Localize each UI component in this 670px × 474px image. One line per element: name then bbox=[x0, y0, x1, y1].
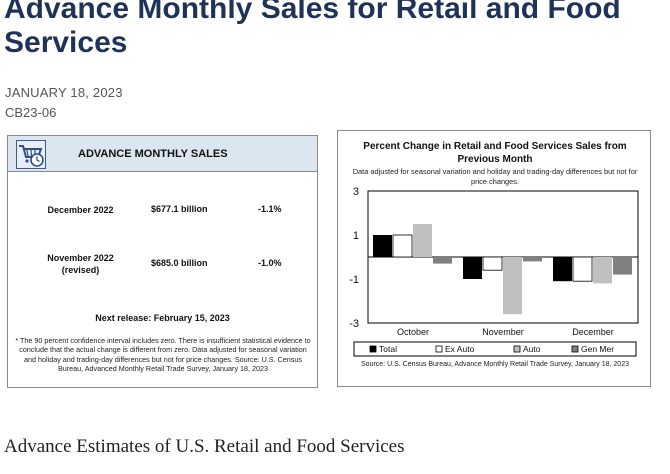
row-change-december: -1.1% bbox=[258, 204, 282, 214]
bar-ex-auto-december bbox=[572, 256, 593, 282]
chart-title: Percent Change in Retail and Food Servic… bbox=[363, 141, 627, 165]
footnote: * The 90 percent confidence interval inc… bbox=[15, 336, 311, 374]
bar-gen-mer-november bbox=[523, 257, 542, 262]
bar-total-november bbox=[463, 257, 482, 279]
bar-gen-mer-october bbox=[433, 257, 452, 264]
legend-swatch-gen-mer bbox=[571, 345, 579, 353]
bar-gen-mer-december bbox=[613, 257, 632, 275]
row-value-december: $677.1 billion bbox=[151, 204, 208, 214]
chart-plot: 3 1 -1 -3 October November December Total Ex Aut… bbox=[349, 186, 639, 357]
y-tick-label: -1 bbox=[349, 274, 359, 286]
bar-total-december bbox=[553, 257, 572, 282]
advance-monthly-sales-box: ADVANCE MONTHLY SALES December 2022 $677… bbox=[7, 135, 318, 388]
row-label-december: December 2022 bbox=[47, 205, 114, 215]
x-tick-label: October bbox=[397, 327, 429, 337]
bar-ex-auto-november bbox=[482, 256, 503, 271]
legend-label: Gen Mer bbox=[581, 344, 614, 354]
legend-label: Total bbox=[379, 344, 397, 354]
shopping-cart-clock-icon bbox=[16, 140, 46, 169]
release-code: CB23-06 bbox=[5, 105, 57, 120]
sales-box-header: ADVANCE MONTHLY SALES bbox=[8, 136, 317, 172]
x-tick-label: November bbox=[482, 327, 524, 337]
row-label-november: November 2022 (revised) bbox=[47, 253, 114, 275]
legend-swatch-ex-auto bbox=[435, 345, 443, 353]
y-tick-label: 3 bbox=[353, 186, 359, 198]
section-heading: Advance Estimates of U.S. Retail and Foo… bbox=[4, 436, 405, 457]
bar-total-october bbox=[373, 235, 392, 257]
y-tick-label: -3 bbox=[349, 318, 359, 330]
chart-source: Source: U.S. Census Bureau, Advance Mont… bbox=[361, 361, 629, 368]
release-date: JANUARY 18, 2023 bbox=[5, 85, 123, 100]
bar-auto-november bbox=[503, 257, 522, 315]
row-value-november: $685.0 billion bbox=[151, 258, 208, 268]
sales-change-chart: Percent Change in Retail and Food Servic… bbox=[337, 130, 651, 387]
legend-label: Auto bbox=[523, 344, 541, 354]
next-release: Next release: February 15, 2023 bbox=[95, 313, 230, 323]
legend-label: Ex Auto bbox=[445, 344, 475, 354]
row-change-november: -1.0% bbox=[258, 258, 282, 268]
page-title: Advance Monthly Sales for Retail and Foo… bbox=[4, 0, 621, 59]
sales-box-title: ADVANCE MONTHLY SALES bbox=[78, 148, 228, 160]
bar-auto-october bbox=[413, 224, 432, 257]
legend-box bbox=[353, 341, 637, 357]
bar-ex-auto-october bbox=[392, 234, 413, 258]
legend-swatch-auto bbox=[513, 345, 521, 353]
x-tick-label: December bbox=[572, 327, 614, 337]
y-tick-label: 1 bbox=[353, 230, 359, 242]
bar-auto-december bbox=[593, 257, 612, 284]
legend-swatch-total bbox=[369, 345, 377, 353]
chart-subtitle: Data adjusted for seasonal variation and… bbox=[352, 167, 638, 186]
